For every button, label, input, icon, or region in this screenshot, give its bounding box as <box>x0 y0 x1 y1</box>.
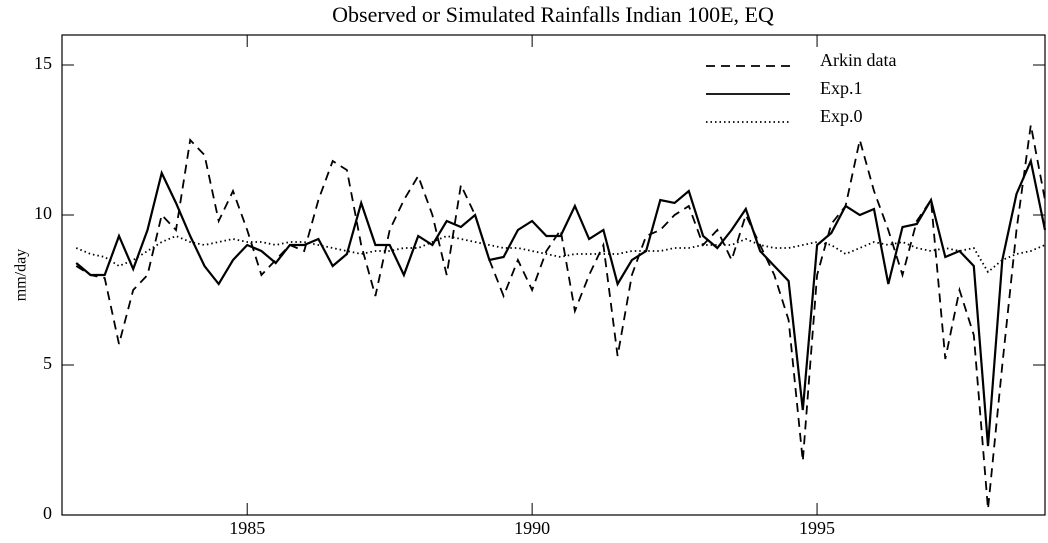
legend-label: Exp.1 <box>820 78 863 98</box>
plot-frame <box>61 34 1046 516</box>
y-tick-label: 0 <box>43 503 52 523</box>
x-tick-label: 1995 <box>799 518 835 538</box>
x-tick-label: 1990 <box>514 518 550 538</box>
y-tick-label: 15 <box>34 53 52 73</box>
legend-label: Arkin data <box>820 50 896 70</box>
data-line <box>75 124 1046 510</box>
data-line <box>75 235 1046 274</box>
x-tick-label: 1985 <box>229 518 265 538</box>
legend-label: Exp.0 <box>820 106 863 126</box>
y-tick-label: 5 <box>43 353 52 373</box>
y-axis-label: mm/day <box>13 249 30 301</box>
data-line <box>75 157 1047 447</box>
y-tick-label: 10 <box>34 203 52 223</box>
chart-title: Observed or Simulated Rainfalls Indian 1… <box>332 2 774 27</box>
